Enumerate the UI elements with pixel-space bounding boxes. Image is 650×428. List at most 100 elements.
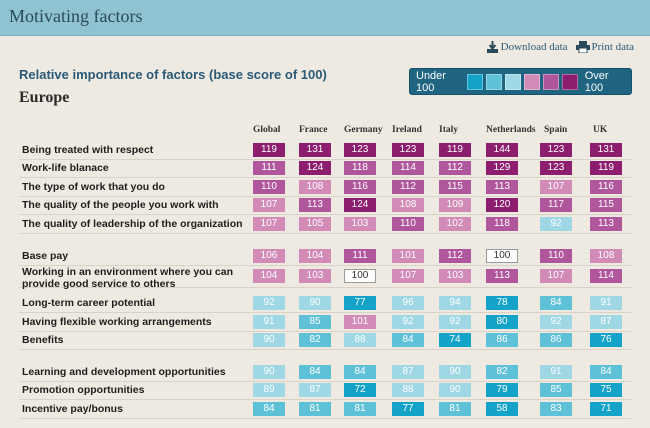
score-cell: 87 bbox=[590, 315, 622, 329]
column-header: Germany bbox=[344, 125, 383, 135]
score-cell: 111 bbox=[253, 161, 285, 175]
row-label: The quality of the people you work with bbox=[22, 199, 219, 211]
score-cell: 114 bbox=[392, 161, 424, 175]
score-cell: 90 bbox=[439, 383, 471, 397]
score-cell: 84 bbox=[392, 333, 424, 347]
column-header: Spain bbox=[544, 125, 568, 135]
score-cell: 112 bbox=[439, 161, 471, 175]
legend-swatch bbox=[485, 73, 502, 90]
score-cell: 77 bbox=[392, 402, 424, 416]
score-cell: 106 bbox=[253, 249, 285, 263]
score-cell: 124 bbox=[344, 198, 376, 212]
score-cell: 103 bbox=[344, 217, 376, 231]
score-cell: 123 bbox=[540, 143, 572, 157]
row-divider bbox=[19, 418, 631, 419]
row-divider bbox=[19, 196, 631, 197]
score-cell: 90 bbox=[299, 296, 331, 310]
score-cell: 110 bbox=[253, 180, 285, 194]
print-data-label: Print data bbox=[591, 41, 634, 53]
score-cell: 80 bbox=[486, 315, 518, 329]
score-cell: 72 bbox=[344, 383, 376, 397]
score-cell: 74 bbox=[439, 333, 471, 347]
score-cell: 123 bbox=[540, 161, 572, 175]
score-cell: 114 bbox=[590, 269, 622, 283]
score-cell: 119 bbox=[590, 161, 622, 175]
score-cell: 110 bbox=[540, 249, 572, 263]
score-cell: 113 bbox=[486, 180, 518, 194]
legend-swatch bbox=[561, 73, 578, 90]
score-cell: 124 bbox=[299, 161, 331, 175]
score-cell: 100 bbox=[344, 269, 376, 283]
score-cell: 108 bbox=[392, 198, 424, 212]
score-cell: 112 bbox=[392, 180, 424, 194]
actions-bar: Download data Print data bbox=[486, 41, 634, 54]
legend-swatch bbox=[542, 73, 559, 90]
score-cell: 105 bbox=[299, 217, 331, 231]
download-data-label: Download data bbox=[500, 41, 568, 53]
row-divider bbox=[19, 312, 631, 313]
score-cell: 92 bbox=[439, 315, 471, 329]
column-header: Ireland bbox=[392, 125, 422, 135]
row-label: Having flexible working arrangements bbox=[22, 316, 212, 328]
printer-icon bbox=[575, 41, 590, 53]
score-cell: 103 bbox=[299, 269, 331, 283]
row-divider bbox=[19, 214, 631, 215]
score-cell: 86 bbox=[486, 333, 518, 347]
score-cell: 107 bbox=[540, 180, 572, 194]
score-cell: 131 bbox=[590, 143, 622, 157]
score-cell: 117 bbox=[540, 198, 572, 212]
row-label: Benefits bbox=[22, 334, 64, 346]
row-label: Long-term career potential bbox=[22, 297, 156, 309]
score-cell: 144 bbox=[486, 143, 518, 157]
title-bar: Motivating factors bbox=[0, 0, 650, 36]
score-cell: 131 bbox=[299, 143, 331, 157]
score-cell: 75 bbox=[590, 383, 622, 397]
score-cell: 82 bbox=[486, 365, 518, 379]
download-data-link[interactable]: Download data bbox=[486, 41, 568, 54]
score-cell: 120 bbox=[486, 198, 518, 212]
score-cell: 81 bbox=[299, 402, 331, 416]
score-cell: 82 bbox=[299, 333, 331, 347]
score-cell: 85 bbox=[540, 383, 572, 397]
score-cell: 107 bbox=[540, 269, 572, 283]
score-cell: 81 bbox=[344, 402, 376, 416]
score-cell: 108 bbox=[299, 180, 331, 194]
score-cell: 86 bbox=[540, 333, 572, 347]
score-cell: 77 bbox=[344, 296, 376, 310]
score-cell: 92 bbox=[253, 296, 285, 310]
score-cell: 112 bbox=[439, 249, 471, 263]
legend-swatch bbox=[523, 73, 540, 90]
row-label: Incentive pay/bonus bbox=[22, 403, 123, 415]
score-cell: 84 bbox=[253, 402, 285, 416]
score-cell: 103 bbox=[439, 269, 471, 283]
score-cell: 88 bbox=[344, 333, 376, 347]
score-cell: 92 bbox=[540, 315, 572, 329]
score-cell: 107 bbox=[392, 269, 424, 283]
score-cell: 109 bbox=[439, 198, 471, 212]
score-cell: 89 bbox=[253, 383, 285, 397]
score-cell: 115 bbox=[439, 180, 471, 194]
score-cell: 118 bbox=[344, 161, 376, 175]
score-cell: 90 bbox=[253, 333, 285, 347]
score-cell: 108 bbox=[590, 249, 622, 263]
row-divider bbox=[19, 177, 631, 178]
chart-subtitle: Relative importance of factors (base sco… bbox=[19, 67, 327, 82]
score-cell: 58 bbox=[486, 402, 518, 416]
score-cell: 118 bbox=[486, 217, 518, 231]
score-cell: 110 bbox=[392, 217, 424, 231]
download-icon bbox=[486, 41, 498, 53]
score-cell: 119 bbox=[253, 143, 285, 157]
score-cell: 104 bbox=[299, 249, 331, 263]
column-header: France bbox=[299, 125, 328, 135]
score-cell: 81 bbox=[439, 402, 471, 416]
score-cell: 111 bbox=[344, 249, 376, 263]
print-data-link[interactable]: Print data bbox=[575, 41, 634, 54]
score-cell: 113 bbox=[590, 217, 622, 231]
score-cell: 96 bbox=[392, 296, 424, 310]
color-legend: Under 100 Over 100 bbox=[409, 68, 632, 95]
score-cell: 85 bbox=[299, 315, 331, 329]
score-cell: 101 bbox=[344, 315, 376, 329]
score-cell: 104 bbox=[253, 269, 285, 283]
row-label: Promotion opportunities bbox=[22, 384, 145, 396]
score-cell: 87 bbox=[392, 365, 424, 379]
